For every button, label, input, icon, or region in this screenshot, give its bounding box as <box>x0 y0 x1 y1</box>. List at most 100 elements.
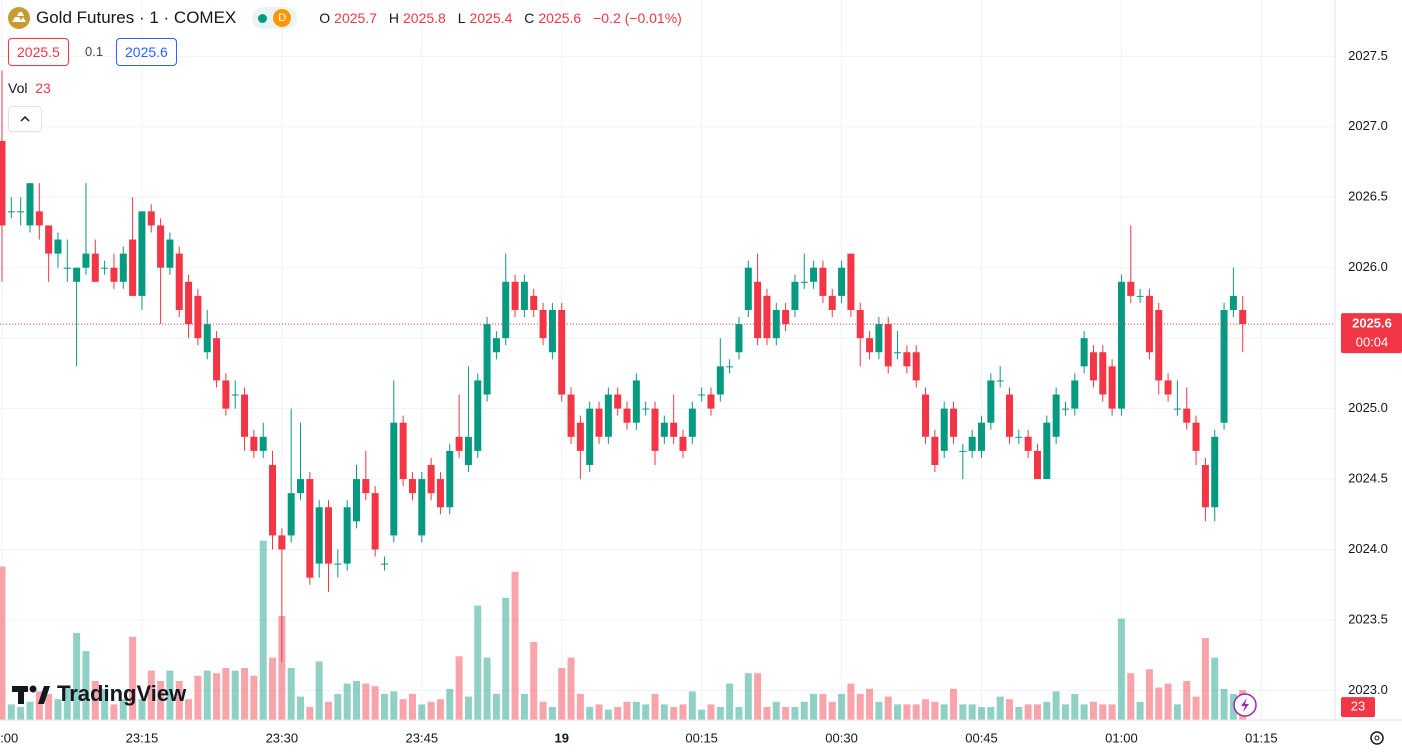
x-tick-label: 23:30 <box>266 730 299 745</box>
candle-body <box>595 408 603 437</box>
volume-bar <box>259 540 267 720</box>
candle-body <box>287 493 295 536</box>
candle-body <box>1155 309 1163 381</box>
candle-body <box>241 394 249 437</box>
volume-bar <box>315 661 323 720</box>
volume-bar <box>45 694 53 720</box>
candle-body <box>884 324 892 367</box>
candle-body <box>147 211 155 226</box>
buy-button[interactable]: 2025.6 <box>116 38 177 66</box>
candle-body <box>436 479 444 508</box>
volume-bar <box>1089 701 1097 720</box>
collapse-button[interactable] <box>8 106 42 132</box>
candle-body <box>1173 408 1181 410</box>
volume-bar <box>1099 704 1107 720</box>
candle-body <box>660 422 668 437</box>
sell-button[interactable]: 2025.5 <box>8 38 69 66</box>
volume-bar <box>772 701 780 720</box>
candle-body <box>203 324 211 353</box>
candle-body <box>819 267 827 296</box>
candle-body <box>1099 352 1107 395</box>
volume-bar <box>511 571 519 720</box>
symbol-title[interactable]: Gold Futures · 1 · COMEX <box>36 8 237 27</box>
volume-bar <box>735 707 743 720</box>
candle-body <box>772 309 780 339</box>
volume-bar <box>1155 687 1163 720</box>
volume-bar <box>866 688 874 720</box>
volume-bar <box>63 686 71 720</box>
volume-bar <box>744 673 752 720</box>
volume-title: Vol <box>8 80 28 96</box>
volume-bar <box>287 668 295 720</box>
candle-body <box>632 380 640 423</box>
volume-bar <box>819 694 827 720</box>
price-label-box <box>1341 313 1402 354</box>
volume-bar <box>894 704 902 720</box>
volume-bar <box>418 704 426 720</box>
candle-body <box>586 408 594 465</box>
volume-bar <box>73 632 81 720</box>
candle-body <box>1005 394 1013 437</box>
candle-body <box>1164 380 1172 395</box>
x-tick-label: 01:00 <box>1105 730 1138 745</box>
volume-bar <box>1183 681 1191 720</box>
candle-body <box>502 281 510 339</box>
volume-bar <box>446 688 454 720</box>
volume-bar <box>959 704 967 720</box>
candle-body <box>194 295 202 339</box>
candle-body <box>278 535 286 550</box>
volume-bar <box>530 642 538 720</box>
volume-pane <box>0 540 1247 720</box>
candle-body <box>698 394 706 396</box>
volume-bar <box>586 707 594 720</box>
price-label: 2025.6 <box>1352 316 1392 331</box>
volume-bar <box>1229 694 1237 720</box>
volume-bar <box>875 701 883 720</box>
candle-body <box>399 422 407 480</box>
volume-bar <box>54 699 62 720</box>
volume-bar <box>716 707 724 720</box>
candle-body <box>940 408 948 451</box>
volume-bar <box>922 699 930 720</box>
volume-bar <box>213 673 221 720</box>
candle-body <box>1015 436 1023 438</box>
volume-bar <box>931 701 939 720</box>
volume-bar <box>642 704 650 720</box>
candle-body <box>166 239 174 268</box>
candle-body <box>7 211 15 213</box>
volume-bar <box>912 704 920 720</box>
settings-icon[interactable] <box>1370 731 1384 745</box>
volume-bar <box>576 694 584 720</box>
legend-label: O <box>319 10 331 26</box>
volume-bar <box>436 699 444 720</box>
volume-bar <box>297 696 305 720</box>
candle-body <box>931 436 939 465</box>
volume-bar <box>231 670 239 720</box>
volume-bar <box>203 670 211 720</box>
candle-body <box>1080 338 1088 367</box>
candle-body <box>670 422 678 437</box>
volume-bar <box>940 704 948 720</box>
volume-bar <box>707 704 715 720</box>
volume-bar <box>828 701 836 720</box>
volume-bar <box>1164 683 1172 720</box>
volume-bar <box>539 701 547 720</box>
volume-bar <box>1220 688 1228 720</box>
candle-body <box>1033 450 1041 480</box>
candle-body <box>726 366 734 368</box>
legend-value: 2025.4 <box>469 10 513 26</box>
candle-body <box>157 225 165 268</box>
brand: TradingView <box>57 681 187 706</box>
candle-body <box>17 211 25 213</box>
status-badge[interactable]: D <box>252 7 298 29</box>
candle-body <box>716 366 724 395</box>
volume-bar <box>175 681 183 720</box>
legend-label: H <box>388 10 400 26</box>
volume-bar <box>380 694 388 720</box>
volume-bar <box>250 675 258 720</box>
x-tick-label: 23:15 <box>126 730 159 745</box>
candle-body <box>380 563 388 565</box>
volume-bar <box>1145 669 1153 720</box>
volume-bar <box>147 670 155 720</box>
